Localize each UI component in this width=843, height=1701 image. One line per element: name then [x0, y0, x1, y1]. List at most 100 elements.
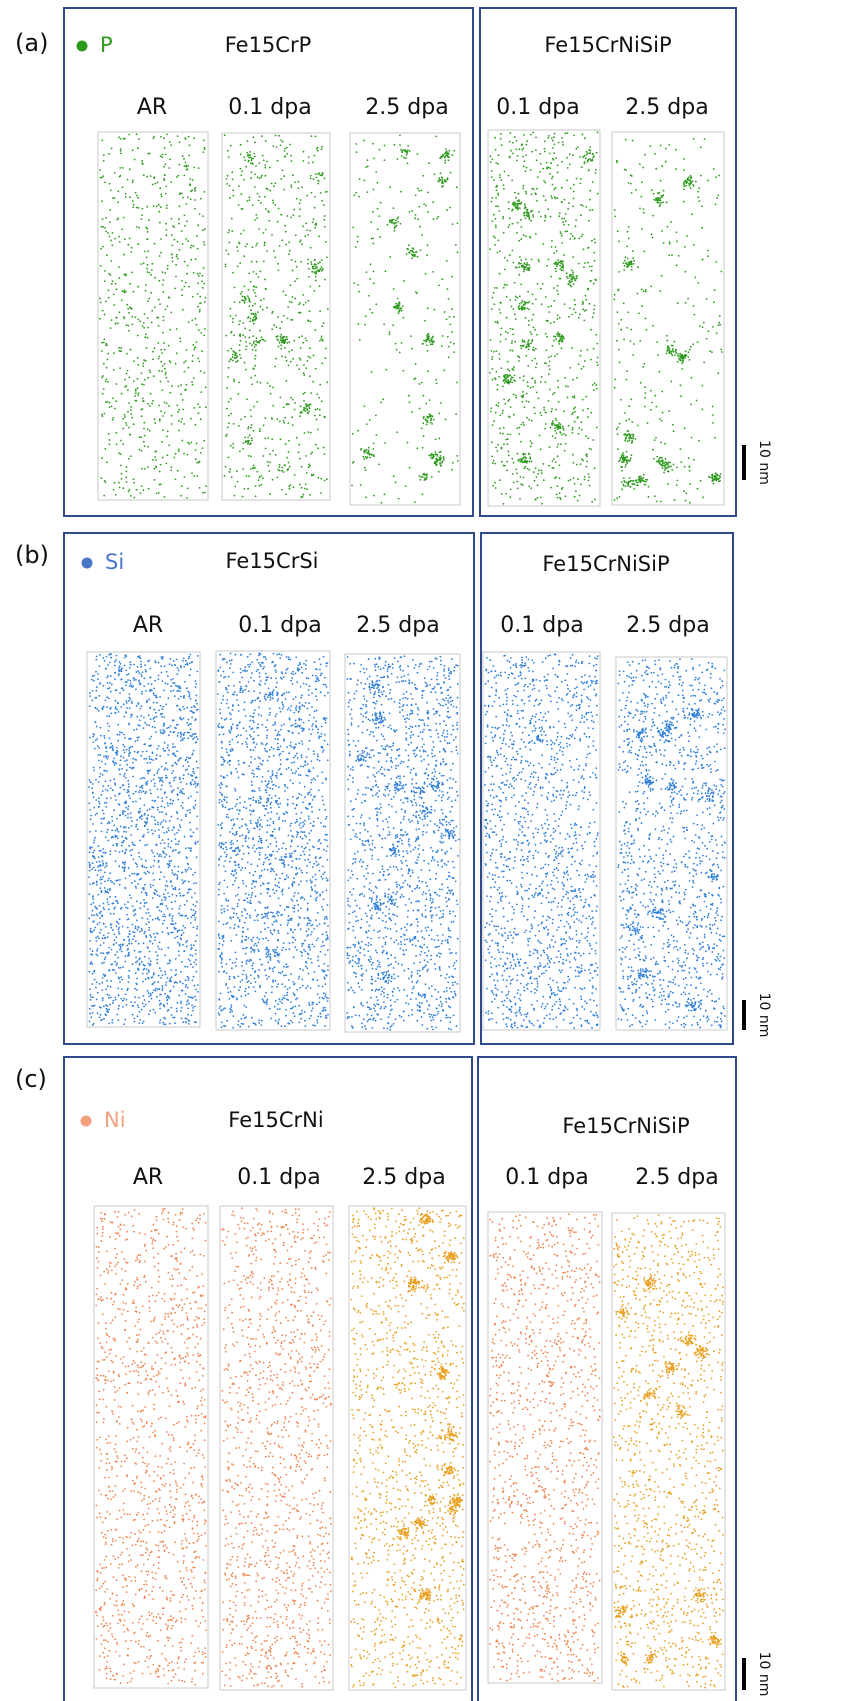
atom: [616, 230, 619, 233]
atom: [166, 305, 169, 308]
atom: [559, 231, 562, 233]
atom: [226, 387, 229, 389]
atom: [162, 279, 165, 281]
atom: [596, 356, 599, 359]
atom: [113, 882, 115, 885]
atom: [88, 893, 91, 896]
atom: [561, 217, 563, 220]
atom: [491, 296, 494, 299]
atom: [279, 335, 282, 338]
atom: [88, 692, 91, 695]
atom: [240, 174, 243, 177]
atom: [320, 400, 323, 403]
atom: [143, 905, 146, 908]
atom: [556, 485, 559, 488]
atom: [523, 268, 525, 271]
atom: [671, 468, 674, 471]
atom: [195, 959, 197, 961]
atom: [580, 349, 582, 352]
atom: [108, 439, 111, 441]
atom: [278, 463, 281, 466]
atom: [595, 151, 598, 154]
atom: [300, 260, 302, 263]
atom: [546, 167, 548, 170]
atom: [370, 453, 372, 456]
atom: [191, 954, 194, 957]
atom: [194, 916, 197, 919]
atom: [668, 144, 671, 146]
atom: [429, 413, 432, 416]
atom: [689, 501, 691, 504]
atom: [511, 349, 514, 352]
atom: [718, 174, 720, 177]
atom: [522, 375, 525, 378]
atom: [196, 293, 199, 295]
atom: [520, 226, 523, 228]
atom: [656, 199, 659, 202]
atom: [554, 335, 557, 338]
atom: [679, 356, 682, 358]
atom: [109, 896, 111, 898]
atom: [160, 970, 163, 972]
atom: [100, 247, 102, 250]
atom: [633, 488, 636, 490]
atom: [267, 437, 270, 439]
atom: [94, 697, 97, 699]
atom: [518, 426, 521, 429]
atom: [174, 452, 177, 455]
atom: [250, 171, 253, 174]
atom: [100, 889, 103, 892]
atom: [181, 439, 184, 442]
atom: [298, 303, 300, 306]
atom: [620, 318, 623, 321]
atom: [88, 802, 91, 805]
atom: [523, 160, 526, 163]
atom: [243, 300, 246, 302]
atom: [101, 774, 104, 776]
atom: [145, 757, 148, 760]
atom: [193, 984, 196, 987]
atom: [96, 738, 99, 740]
atom: [662, 194, 665, 197]
atom: [372, 270, 375, 273]
atom: [298, 357, 301, 360]
atom: [194, 1005, 196, 1008]
atom: [531, 377, 534, 379]
atom: [527, 213, 530, 216]
atom: [288, 253, 290, 256]
atom: [134, 389, 137, 392]
atom: [542, 243, 545, 245]
atom: [177, 829, 180, 832]
atom: [310, 263, 313, 266]
atom: [497, 194, 500, 196]
atom: [590, 328, 592, 331]
atom: [557, 333, 560, 335]
atom: [107, 892, 110, 894]
atom: [201, 280, 203, 283]
atom: [436, 460, 438, 463]
atom: [518, 239, 521, 242]
atom: [554, 461, 557, 463]
atom: [585, 309, 587, 311]
atom: [197, 224, 200, 227]
atom: [304, 410, 307, 412]
atom: [437, 470, 440, 473]
atom: [530, 333, 533, 335]
atom: [299, 239, 302, 242]
atom: [715, 476, 718, 478]
atom: [358, 195, 360, 198]
atom: [164, 153, 167, 156]
atom: [131, 181, 134, 184]
atom: [146, 267, 148, 270]
atom: [141, 865, 144, 868]
atom: [252, 335, 255, 337]
atom: [655, 167, 658, 170]
atom: [137, 942, 140, 945]
atom: [591, 159, 594, 162]
atom: [622, 262, 625, 264]
atom: [512, 369, 515, 371]
atom: [555, 419, 558, 422]
atom: [326, 381, 329, 384]
atom: [110, 282, 113, 285]
atom: [180, 781, 182, 784]
